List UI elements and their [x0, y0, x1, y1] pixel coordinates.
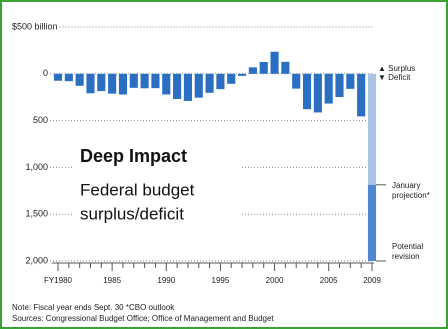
bar: [238, 73, 247, 76]
bar: [173, 73, 182, 99]
bar: [281, 61, 290, 74]
bar: [183, 73, 192, 101]
y-tick-label: 1,000: [25, 162, 48, 172]
bar-projection: [367, 73, 377, 185]
x-tick-label: 1995: [212, 276, 230, 285]
bar: [259, 62, 268, 74]
bar: [270, 51, 279, 74]
bar: [335, 73, 344, 98]
bar: [86, 73, 95, 94]
bar: [292, 73, 301, 89]
bar: [302, 73, 312, 110]
bar: [324, 73, 333, 104]
annotation: ▼ Deficit: [378, 73, 411, 82]
x-tick-label: 1990: [157, 276, 175, 285]
bar: [205, 73, 214, 93]
bar: [248, 67, 257, 74]
y-tick-label: $500 billion: [12, 21, 58, 31]
bar: [97, 73, 106, 92]
bar: [227, 73, 236, 84]
bar: [313, 73, 322, 113]
x-tick-label: 2005: [320, 276, 338, 285]
bar: [357, 73, 366, 117]
x-tick-label: 2009: [363, 276, 381, 285]
note: Note: Fiscal year ends Sept. 30 *CBO out…: [12, 303, 175, 312]
title-backdrop: [72, 143, 242, 233]
bar: [53, 73, 63, 81]
chart-title: Deep Impact: [80, 146, 187, 166]
legend-label: Potential revision: [392, 242, 423, 261]
bar: [118, 73, 128, 95]
x-tick-label: 1985: [103, 276, 121, 285]
bar-revision: [367, 184, 377, 261]
bar: [129, 73, 138, 88]
y-tick-label: 500: [33, 115, 48, 125]
bar: [140, 73, 149, 89]
chart-subtitle: Federal budget: [80, 180, 195, 199]
legend-label: January projection*: [392, 181, 430, 200]
bar: [151, 73, 160, 89]
bar: [346, 73, 355, 89]
bar: [194, 73, 203, 98]
y-tick-label: 0: [43, 68, 48, 78]
bar: [216, 73, 225, 90]
bar: [64, 73, 73, 82]
annotation: ▲ Surplus: [378, 64, 415, 73]
plot: $500 billion 0 500 1,000 1,500 2,000 FY1980 198…: [12, 21, 430, 285]
chart-subtitle: surplus/deficit: [80, 204, 184, 223]
bar: [75, 73, 84, 86]
x-tick-label: FY1980: [44, 276, 73, 285]
bar: [108, 73, 117, 94]
bar: [162, 73, 171, 95]
y-tick-label: 1,500: [25, 209, 48, 219]
x-tick-label: 2000: [266, 276, 284, 285]
note: Sources: Congressional Budget Office; Of…: [12, 314, 274, 323]
y-tick-label: 2,000: [25, 255, 48, 265]
